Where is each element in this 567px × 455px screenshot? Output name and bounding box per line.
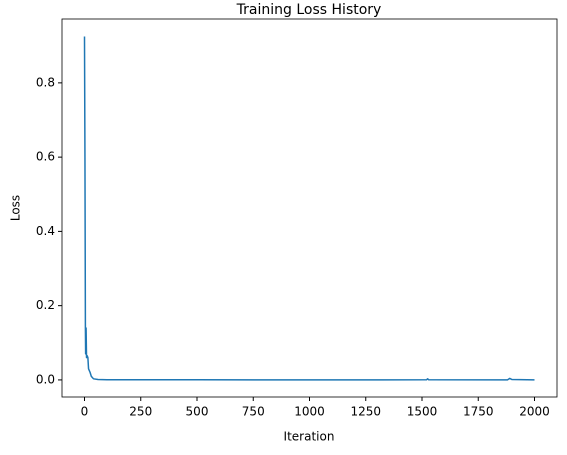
x-axis-label: Iteration bbox=[284, 430, 335, 444]
plot-frame bbox=[61, 18, 558, 398]
y-tick-label: 0.6 bbox=[36, 150, 55, 164]
y-axis-label: Loss bbox=[9, 195, 23, 221]
x-tick-label: 0 bbox=[81, 405, 89, 419]
x-tick-label: 500 bbox=[186, 405, 209, 419]
chart-title: Training Loss History bbox=[236, 2, 382, 18]
y-tick-label: 0.8 bbox=[36, 75, 55, 89]
x-tick-label: 2000 bbox=[519, 405, 550, 419]
x-tick-label: 750 bbox=[242, 405, 265, 419]
y-tick-label: 0.2 bbox=[36, 298, 55, 312]
data-line bbox=[83, 36, 535, 381]
x-tick-label: 1500 bbox=[407, 405, 438, 419]
y-tick-label: 0.4 bbox=[36, 224, 55, 238]
y-tick-label: 0.0 bbox=[36, 372, 55, 386]
x-tick-label: 1750 bbox=[463, 405, 494, 419]
x-tick-label: 250 bbox=[129, 405, 152, 419]
x-tick-label: 1000 bbox=[294, 405, 325, 419]
x-tick-label: 1250 bbox=[350, 405, 381, 419]
